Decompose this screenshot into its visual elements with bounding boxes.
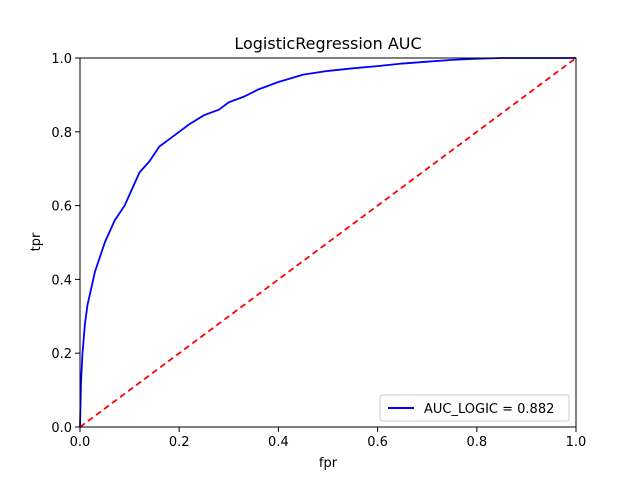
x-tick-label: 1.0 bbox=[566, 435, 587, 450]
legend-box bbox=[379, 394, 570, 422]
roc-curve-line bbox=[79, 57, 576, 428]
y-tick-label: 1.0 bbox=[51, 52, 72, 67]
x-axis: 0.0 0.2 0.4 0.6 0.8 1.0 bbox=[70, 427, 587, 450]
x-tick-label: 0.2 bbox=[169, 435, 190, 450]
y-axis: 0.0 0.2 0.4 0.6 0.8 1.0 bbox=[51, 52, 80, 436]
diagonal-reference-line bbox=[79, 57, 577, 428]
x-axis-label: fpr bbox=[319, 456, 338, 471]
x-tick-label: 0.0 bbox=[70, 435, 91, 450]
x-tick-label: 0.6 bbox=[367, 435, 388, 450]
y-tick-label: 0.0 bbox=[51, 421, 72, 436]
y-tick-label: 0.2 bbox=[51, 347, 72, 362]
y-tick-label: 0.6 bbox=[51, 200, 72, 215]
x-tick-label: 0.4 bbox=[268, 435, 289, 450]
plot-area bbox=[79, 57, 577, 428]
x-tick-label: 0.8 bbox=[466, 435, 487, 450]
legend-entry-auc: AUC_LOGIC = 0.882 bbox=[424, 402, 554, 417]
plot-frame bbox=[79, 57, 577, 428]
y-tick-label: 0.8 bbox=[51, 126, 72, 141]
y-axis-label: tpr bbox=[29, 232, 44, 251]
chart-title: LogisticRegression AUC bbox=[234, 34, 421, 53]
legend: AUC_LOGIC = 0.882 bbox=[379, 394, 570, 422]
y-tick-label: 0.4 bbox=[51, 273, 72, 288]
